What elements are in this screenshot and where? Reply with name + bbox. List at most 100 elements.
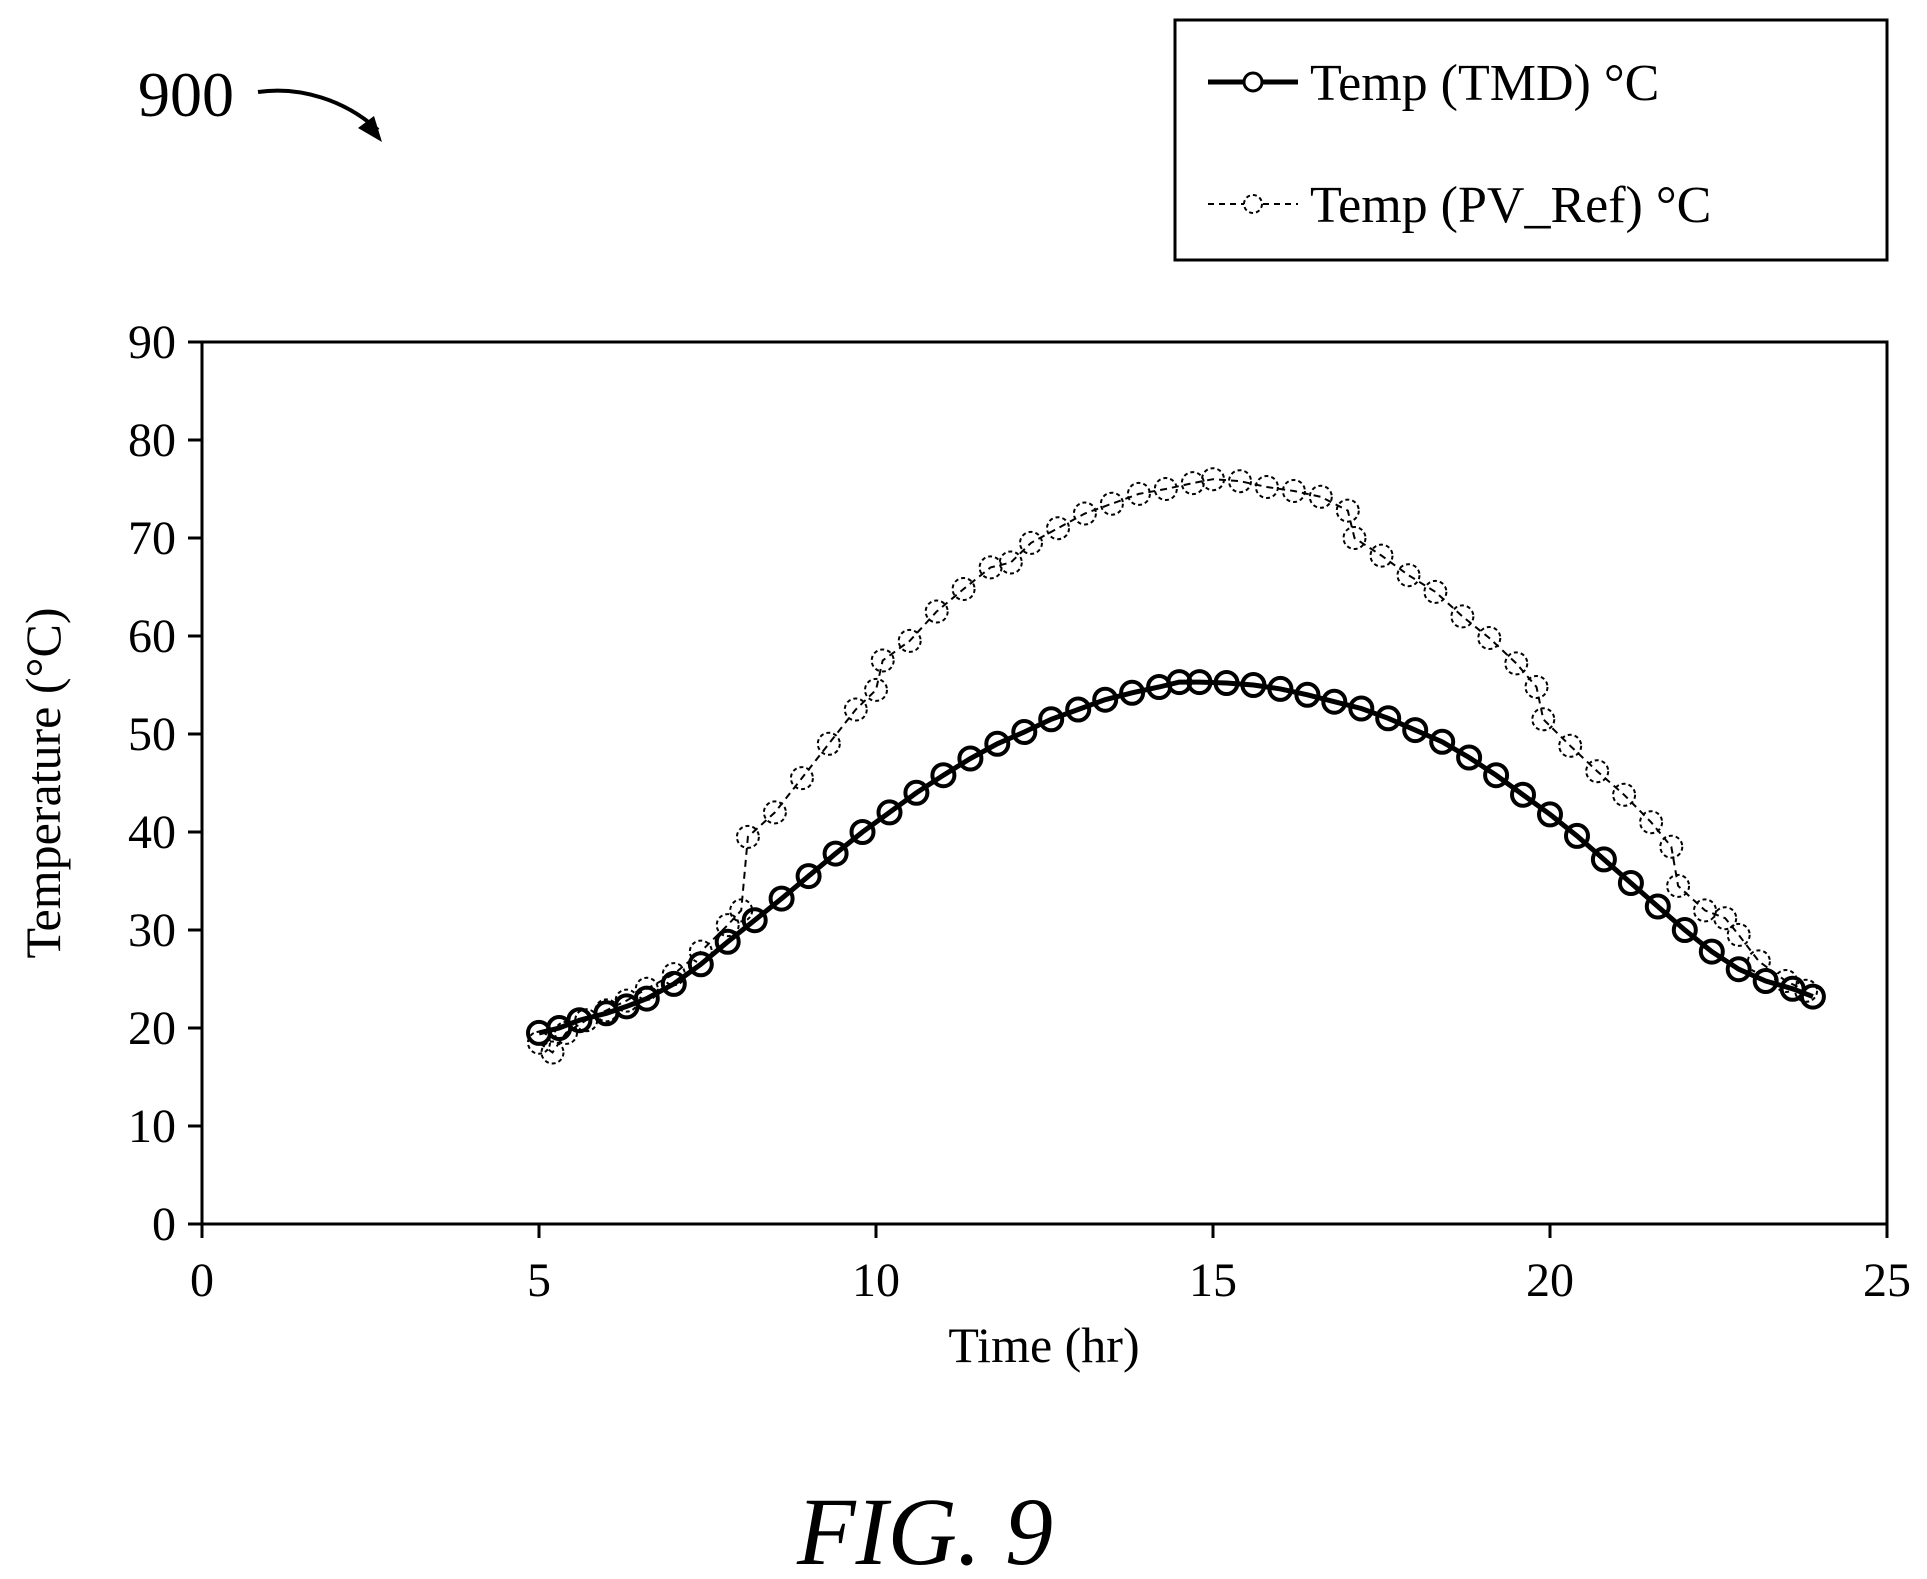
data-point-tmd	[1321, 688, 1348, 715]
y-tick-label: 20	[128, 1002, 176, 1055]
series-pv-ref	[527, 467, 1819, 1065]
data-point-pv-ref	[1639, 810, 1664, 835]
data-point-tmd	[1240, 672, 1267, 698]
x-tick-label: 5	[527, 1254, 551, 1307]
x-axis-title: Time (hr)	[948, 1317, 1139, 1373]
data-point-pv-ref	[897, 628, 922, 653]
data-point-pv-ref	[1524, 675, 1549, 699]
data-point-tmd	[1537, 801, 1563, 828]
data-point-pv-ref	[1201, 467, 1225, 492]
y-tick-label: 50	[128, 708, 176, 761]
y-tick-label: 90	[128, 316, 176, 369]
data-point-pv-ref	[816, 731, 841, 756]
legend-marker-pv-ref	[1243, 194, 1263, 214]
x-tick-label: 15	[1189, 1254, 1237, 1307]
data-point-tmd	[1617, 870, 1644, 896]
data-point-pv-ref	[864, 677, 888, 702]
data-point-pv-ref	[789, 766, 814, 791]
data-point-tmd	[1644, 893, 1671, 920]
data-point-pv-ref	[1099, 491, 1124, 516]
data-point-tmd	[1294, 681, 1321, 708]
series-line-tmd	[538, 679, 1814, 1036]
data-point-tmd	[849, 819, 876, 845]
data-point-pv-ref	[729, 898, 754, 923]
plot-area	[200, 340, 1889, 1226]
data-point-tmd	[876, 799, 903, 826]
y-tick-label: 70	[128, 512, 176, 565]
series-layer	[526, 467, 1826, 1065]
data-point-pv-ref	[594, 998, 619, 1023]
data-point-pv-ref	[1450, 604, 1475, 629]
data-point-pv-ref	[1477, 626, 1502, 650]
data-point-pv-ref	[1612, 782, 1637, 807]
x-tick-label: 10	[852, 1254, 900, 1307]
data-point-pv-ref	[1666, 873, 1691, 898]
y-tick-label: 30	[128, 904, 176, 957]
y-axis-title: Temperature (°C)	[15, 607, 71, 958]
data-point-pv-ref	[614, 988, 639, 1013]
data-point-tmd	[1011, 719, 1038, 745]
series-line-pv-ref	[538, 478, 1807, 1054]
data-point-tmd	[1092, 686, 1119, 713]
x-tick-label: 20	[1526, 1254, 1574, 1307]
data-point-pv-ref	[1794, 978, 1819, 1003]
data-point-tmd	[1267, 675, 1294, 702]
data-point-tmd	[795, 863, 822, 890]
data-point-pv-ref	[1335, 498, 1360, 523]
y-axis: 0 10 20 30 40 50 60 70 80 90	[128, 316, 202, 1251]
data-point-pv-ref	[634, 976, 659, 1001]
figure-caption: FIG. 9	[796, 1478, 1053, 1579]
data-point-tmd	[1671, 917, 1698, 943]
data-point-pv-ref	[527, 1030, 551, 1055]
legend-label-pv-ref: Temp (PV_Ref) °C	[1310, 177, 1711, 234]
data-point-tmd	[1375, 705, 1402, 732]
data-point-tmd	[984, 730, 1011, 757]
data-point-pv-ref	[1281, 479, 1306, 503]
data-point-pv-ref	[1308, 484, 1333, 509]
data-point-tmd	[633, 985, 660, 1012]
data-point-pv-ref	[1659, 834, 1684, 859]
data-point-pv-ref	[1046, 516, 1070, 541]
data-point-pv-ref	[762, 800, 787, 825]
data-point-tmd	[1402, 717, 1429, 744]
data-point-pv-ref	[554, 1020, 578, 1045]
data-point-pv-ref	[1180, 471, 1205, 496]
data-point-tmd	[1038, 706, 1065, 733]
data-point-pv-ref	[924, 599, 949, 624]
data-point-pv-ref	[1342, 526, 1367, 550]
data-point-tmd	[930, 762, 957, 789]
data-point-pv-ref	[1153, 477, 1178, 501]
y-tick-label: 60	[128, 610, 176, 663]
data-point-pv-ref	[1126, 481, 1151, 506]
data-point-pv-ref	[1072, 501, 1097, 526]
data-point-pv-ref	[715, 913, 740, 938]
ref-arrow	[257, 88, 380, 132]
data-point-tmd	[566, 1007, 593, 1034]
legend-marker-tmd	[1242, 71, 1264, 93]
data-point-pv-ref	[1228, 469, 1252, 494]
data-point-pv-ref	[1746, 949, 1771, 974]
data-point-pv-ref	[1773, 969, 1798, 993]
data-point-pv-ref	[661, 962, 686, 987]
data-point-pv-ref	[1423, 579, 1448, 604]
data-point-tmd	[1510, 781, 1536, 808]
data-point-pv-ref	[1369, 543, 1394, 568]
legend-item-pv-ref: Temp (PV_Ref) °C	[1208, 177, 1711, 234]
figure-ref-numeral: 900	[138, 59, 234, 130]
data-point-tmd	[1564, 822, 1590, 849]
data-point-tmd	[957, 745, 984, 772]
data-point-pv-ref	[1558, 733, 1583, 758]
data-point-tmd	[1456, 744, 1483, 771]
data-point-pv-ref	[1531, 707, 1556, 732]
legend-item-tmd: Temp (TMD) °C	[1208, 55, 1659, 112]
data-point-pv-ref	[1713, 906, 1738, 931]
data-point-tmd	[1799, 983, 1826, 1010]
data-point-pv-ref	[1254, 475, 1279, 499]
data-point-pv-ref	[574, 1008, 599, 1033]
data-point-tmd	[1186, 669, 1213, 696]
data-point-tmd	[1065, 696, 1092, 723]
y-tick-label: 0	[152, 1198, 176, 1251]
y-tick-label: 80	[128, 414, 176, 467]
data-point-pv-ref	[540, 1040, 565, 1065]
